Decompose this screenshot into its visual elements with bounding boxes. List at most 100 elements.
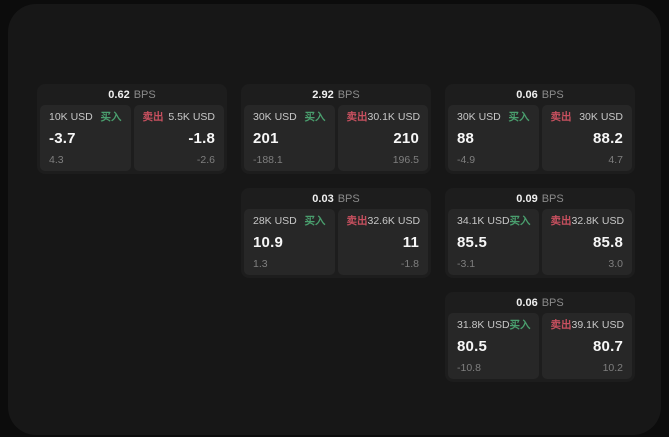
sell-panel[interactable]: 卖出 30K USD 88.2 4.7	[541, 105, 632, 171]
sell-top-row: 卖出 30.1K USD	[346, 111, 421, 123]
quote-panels: 30K USD 买入 88 -4.9 卖出 30K USD 88.2 4.7	[445, 105, 635, 174]
sell-size: 39.1K USD	[571, 319, 625, 331]
buy-sub-value: -10.8	[457, 361, 481, 374]
buy-top-row: 31.8K USD 买入	[457, 319, 531, 331]
sell-side-label: 卖出	[346, 215, 368, 227]
sell-panel[interactable]: 卖出 32.6K USD 11 -1.8	[337, 209, 428, 275]
sell-panel[interactable]: 卖出 32.8K USD 85.8 3.0	[541, 209, 632, 275]
sell-sub-value: 196.5	[392, 153, 419, 166]
sell-top-row: 卖出 32.8K USD	[550, 215, 625, 227]
sell-side-label: 卖出	[142, 111, 164, 123]
app-window: 0.62 BPS 10K USD 买入 -3.7 4.3 卖出 5.5K USD	[8, 4, 661, 435]
quote-panels: 31.8K USD 买入 80.5 -10.8 卖出 39.1K USD 80.…	[445, 313, 635, 382]
buy-side-label: 买入	[508, 111, 530, 123]
buy-side-label: 买入	[100, 111, 122, 123]
buy-size: 31.8K USD	[457, 319, 510, 331]
buy-top-row: 34.1K USD 买入	[457, 215, 531, 227]
buy-price: 80.5	[457, 338, 487, 355]
buy-sub-value: 4.3	[49, 153, 64, 166]
sell-sub-value: 3.0	[608, 257, 623, 270]
buy-price: 10.9	[253, 234, 283, 251]
bps-unit-label: BPS	[541, 192, 564, 205]
bps-unit-label: BPS	[541, 88, 564, 101]
buy-panel[interactable]: 31.8K USD 买入 80.5 -10.8	[448, 313, 539, 379]
sell-side-label: 卖出	[346, 111, 368, 123]
buy-top-row: 28K USD 买入	[253, 216, 326, 227]
bps-value: 0.09	[516, 192, 538, 205]
bps-value: 0.06	[516, 88, 538, 101]
sell-sub-value: -2.6	[196, 153, 215, 166]
buy-top-row: 30K USD 买入	[457, 112, 530, 123]
bps-value: 0.06	[516, 296, 538, 309]
buy-panel[interactable]: 10K USD 买入 -3.7 4.3	[40, 105, 131, 171]
sell-panel[interactable]: 卖出 30.1K USD 210 196.5	[337, 105, 428, 171]
sell-side-label: 卖出	[550, 215, 572, 227]
buy-price: 85.5	[457, 234, 487, 251]
buy-side-label: 买入	[304, 111, 326, 123]
buy-price: 88	[457, 130, 475, 147]
quote-panels: 34.1K USD 买入 85.5 -3.1 卖出 32.8K USD 85.8…	[445, 209, 635, 278]
buy-sub-value: 1.3	[253, 257, 268, 270]
bps-header: 0.06 BPS	[445, 84, 635, 105]
quote-panels: 30K USD 买入 201 -188.1 卖出 30.1K USD 210 1…	[241, 105, 431, 174]
buy-side-label: 买入	[509, 215, 531, 227]
sell-sub-value: 4.7	[608, 153, 623, 166]
buy-size: 30K USD	[253, 111, 297, 123]
sell-top-row: 卖出 39.1K USD	[550, 319, 625, 331]
buy-price: -3.7	[49, 130, 76, 147]
sell-size: 32.6K USD	[367, 215, 421, 227]
sell-size: 5.5K USD	[168, 111, 215, 123]
quote-card: 0.09 BPS 34.1K USD 买入 85.5 -3.1 卖出 32.8K…	[445, 188, 635, 278]
buy-size: 34.1K USD	[457, 215, 510, 227]
sell-panel[interactable]: 卖出 5.5K USD -1.8 -2.6	[133, 105, 224, 171]
sell-side-label: 卖出	[550, 319, 572, 331]
bps-header: 0.03 BPS	[241, 188, 431, 209]
bps-unit-label: BPS	[133, 88, 156, 101]
sell-sub-value: 10.2	[602, 361, 623, 374]
sell-price: -1.8	[188, 130, 215, 147]
quote-card: 0.06 BPS 31.8K USD 买入 80.5 -10.8 卖出 39.1…	[445, 292, 635, 382]
bps-unit-label: BPS	[337, 88, 360, 101]
bps-header: 0.62 BPS	[37, 84, 227, 105]
sell-price: 88.2	[593, 130, 623, 147]
bps-header: 2.92 BPS	[241, 84, 431, 105]
sell-sub-value: -1.8	[400, 257, 419, 270]
bps-unit-label: BPS	[337, 192, 360, 205]
sell-size: 30K USD	[579, 111, 623, 123]
sell-price: 210	[393, 130, 419, 147]
quote-card: 2.92 BPS 30K USD 买入 201 -188.1 卖出 30.1K …	[241, 84, 431, 174]
buy-side-label: 买入	[509, 319, 531, 331]
sell-top-row: 卖出 30K USD	[551, 112, 624, 123]
buy-top-row: 30K USD 买入	[253, 112, 326, 123]
quote-card: 0.03 BPS 28K USD 买入 10.9 1.3 卖出 32.6K US…	[241, 188, 431, 278]
bps-value: 0.03	[312, 192, 334, 205]
buy-panel[interactable]: 30K USD 买入 201 -188.1	[244, 105, 335, 171]
bps-value: 2.92	[312, 88, 334, 101]
quote-panels: 10K USD 买入 -3.7 4.3 卖出 5.5K USD -1.8 -2.…	[37, 105, 227, 174]
quote-grid: 0.62 BPS 10K USD 买入 -3.7 4.3 卖出 5.5K USD	[37, 84, 635, 382]
quote-panels: 28K USD 买入 10.9 1.3 卖出 32.6K USD 11 -1.8	[241, 209, 431, 278]
sell-price: 11	[402, 234, 419, 251]
bps-header: 0.06 BPS	[445, 292, 635, 313]
bps-value: 0.62	[108, 88, 130, 101]
sell-size: 30.1K USD	[367, 111, 421, 123]
bps-unit-label: BPS	[541, 296, 564, 309]
buy-price: 201	[253, 130, 279, 147]
sell-top-row: 卖出 5.5K USD	[143, 112, 216, 123]
sell-side-label: 卖出	[550, 111, 572, 123]
sell-top-row: 卖出 32.6K USD	[346, 215, 421, 227]
buy-panel[interactable]: 34.1K USD 买入 85.5 -3.1	[448, 209, 539, 275]
buy-sub-value: -188.1	[253, 153, 283, 166]
buy-sub-value: -3.1	[457, 257, 476, 270]
buy-size: 30K USD	[457, 111, 501, 123]
quote-card: 0.06 BPS 30K USD 买入 88 -4.9 卖出 30K USD	[445, 84, 635, 174]
sell-size: 32.8K USD	[571, 215, 625, 227]
sell-price: 85.8	[593, 234, 623, 251]
buy-panel[interactable]: 30K USD 买入 88 -4.9	[448, 105, 539, 171]
buy-panel[interactable]: 28K USD 买入 10.9 1.3	[244, 209, 335, 275]
buy-top-row: 10K USD 买入	[49, 112, 122, 123]
sell-price: 80.7	[593, 338, 623, 355]
buy-side-label: 买入	[304, 215, 326, 227]
sell-panel[interactable]: 卖出 39.1K USD 80.7 10.2	[541, 313, 632, 379]
